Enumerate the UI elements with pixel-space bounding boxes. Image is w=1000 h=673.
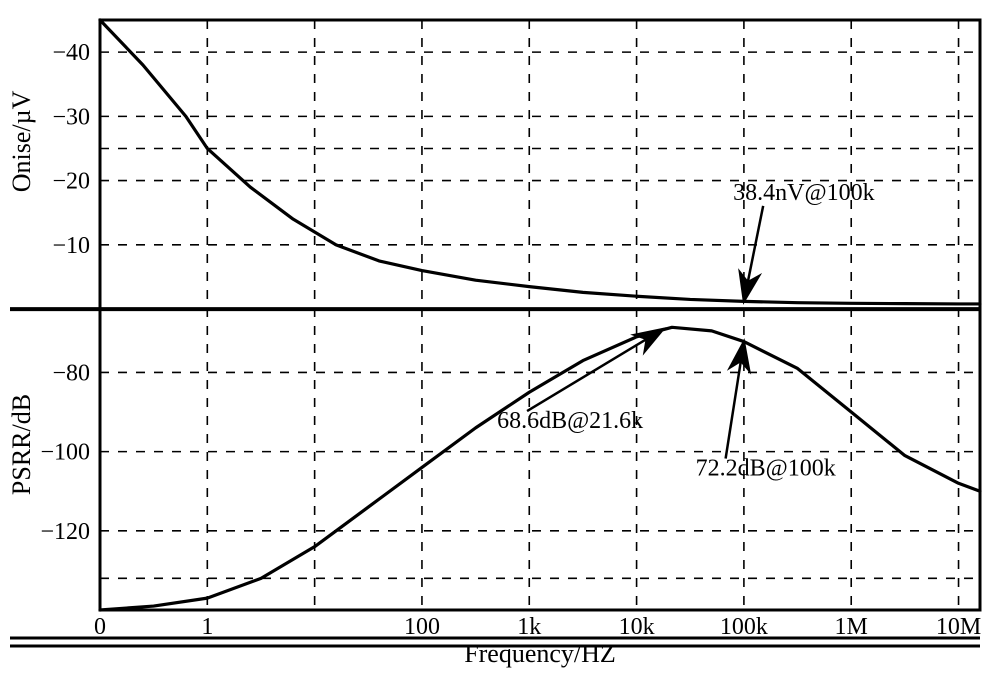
xtick: 10M xyxy=(936,614,981,640)
xtick: 1k xyxy=(517,614,541,640)
y-axis-label-bottom: PSRR/dB xyxy=(7,394,36,495)
xtick: 1 xyxy=(201,614,213,640)
annotation-label: 38.4nV@100k xyxy=(733,180,874,206)
ytick-top: −30 xyxy=(52,104,90,130)
ytick-bottom: −80 xyxy=(52,360,90,386)
xtick: 1M xyxy=(835,614,868,640)
x-axis-label: Frequency/HZ xyxy=(464,639,616,668)
annotation-arrow xyxy=(726,342,744,459)
chart-root: −10 −20 −30 −40 −80 −100 −120 0 1 100 1k 10k 100k 1M 1… xyxy=(0,0,1000,673)
xtick: 100k xyxy=(720,614,768,640)
ytick-top: −40 xyxy=(52,40,90,66)
ytick-top: −20 xyxy=(52,169,90,195)
chart-svg: −10 −20 −30 −40 −80 −100 −120 0 1 100 1k 10k 100k 1M 1… xyxy=(0,0,1000,673)
grid xyxy=(100,20,980,610)
onise-curve xyxy=(100,20,980,304)
xtick: 10k xyxy=(619,614,655,640)
psrr-curve xyxy=(100,327,980,610)
plot-frame xyxy=(10,20,980,646)
annotation-label: 68.6dB@21.6k xyxy=(497,408,643,434)
annotation-arrow xyxy=(744,206,763,302)
ytick-bottom: −120 xyxy=(40,519,90,545)
annotation-label: 72.2dB@100k xyxy=(696,455,836,481)
annotation-arrow xyxy=(527,329,663,411)
xtick: 0 xyxy=(94,614,106,640)
ytick-bottom: −100 xyxy=(40,440,90,466)
series xyxy=(100,20,980,610)
xtick: 100 xyxy=(404,614,440,640)
ytick-top: −10 xyxy=(52,233,90,259)
y-axis-label-top: Onise/µV xyxy=(7,90,36,192)
